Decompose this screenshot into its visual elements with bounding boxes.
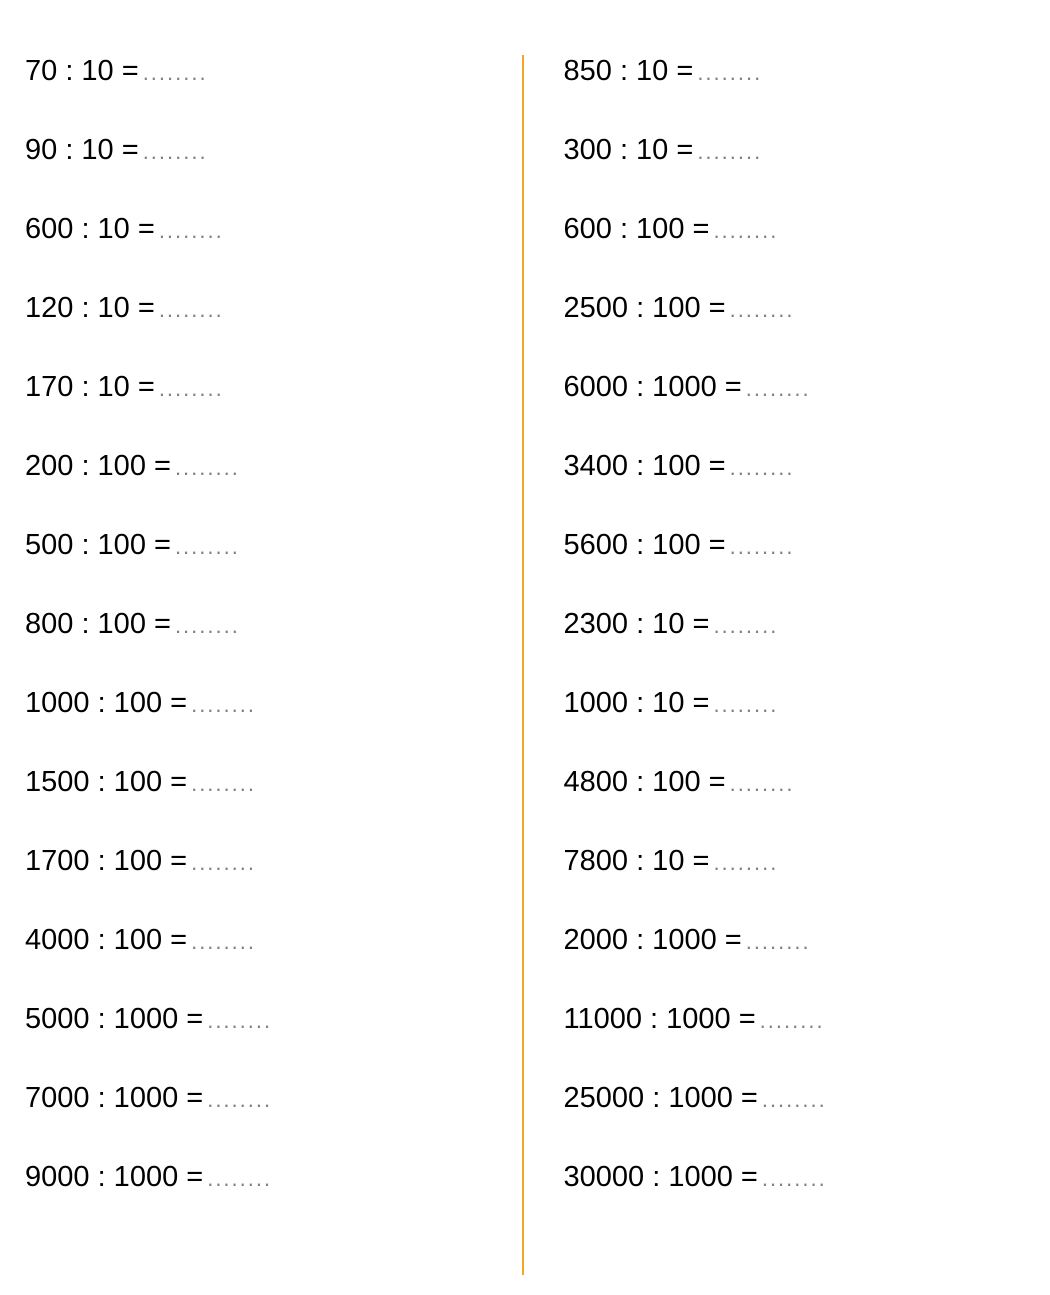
answer-blank: ........ bbox=[713, 218, 778, 244]
answer-blank: ........ bbox=[191, 929, 256, 955]
expression-text: 9000 : 1000 = bbox=[25, 1161, 203, 1194]
expression-text: 4800 : 100 = bbox=[564, 766, 726, 799]
problem-row: 500 : 100 = ........ bbox=[25, 529, 492, 562]
expression-text: 2300 : 10 = bbox=[564, 608, 710, 641]
problem-row: 30000 : 1000 = ........ bbox=[564, 1161, 1031, 1194]
answer-blank: ........ bbox=[746, 929, 811, 955]
expression-text: 6000 : 1000 = bbox=[564, 371, 742, 404]
expression-text: 70 : 10 = bbox=[25, 55, 139, 88]
problem-row: 600 : 10 = ........ bbox=[25, 213, 492, 246]
problem-row: 1000 : 100 = ........ bbox=[25, 687, 492, 720]
problem-row: 4800 : 100 = ........ bbox=[564, 766, 1031, 799]
answer-blank: ........ bbox=[159, 297, 224, 323]
expression-text: 2000 : 1000 = bbox=[564, 924, 742, 957]
problem-row: 2300 : 10 = ........ bbox=[564, 608, 1031, 641]
problem-row: 120 : 10 = ........ bbox=[25, 292, 492, 325]
expression-text: 1700 : 100 = bbox=[25, 845, 187, 878]
answer-blank: ........ bbox=[760, 1008, 825, 1034]
answer-blank: ........ bbox=[713, 692, 778, 718]
answer-blank: ........ bbox=[762, 1166, 827, 1192]
expression-text: 90 : 10 = bbox=[25, 134, 139, 167]
problem-row: 4000 : 100 = ........ bbox=[25, 924, 492, 957]
answer-blank: ........ bbox=[175, 455, 240, 481]
problem-row: 5000 : 1000 = ........ bbox=[25, 1003, 492, 1036]
answer-blank: ........ bbox=[713, 613, 778, 639]
answer-blank: ........ bbox=[713, 850, 778, 876]
answer-blank: ........ bbox=[730, 455, 795, 481]
problem-row: 7800 : 10 = ........ bbox=[564, 845, 1031, 878]
answer-blank: ........ bbox=[207, 1087, 272, 1113]
answer-blank: ........ bbox=[697, 60, 762, 86]
expression-text: 800 : 100 = bbox=[25, 608, 171, 641]
expression-text: 25000 : 1000 = bbox=[564, 1082, 758, 1115]
worksheet-container: 70 : 10 = ........ 90 : 10 = ........ 60… bbox=[0, 0, 1050, 1295]
expression-text: 5000 : 1000 = bbox=[25, 1003, 203, 1036]
answer-blank: ........ bbox=[207, 1166, 272, 1192]
expression-text: 200 : 100 = bbox=[25, 450, 171, 483]
problem-row: 11000 : 1000 = ........ bbox=[564, 1003, 1031, 1036]
expression-text: 3400 : 100 = bbox=[564, 450, 726, 483]
answer-blank: ........ bbox=[191, 692, 256, 718]
expression-text: 1000 : 100 = bbox=[25, 687, 187, 720]
answer-blank: ........ bbox=[697, 139, 762, 165]
problem-row: 70 : 10 = ........ bbox=[25, 55, 492, 88]
expression-text: 1000 : 10 = bbox=[564, 687, 710, 720]
answer-blank: ........ bbox=[730, 297, 795, 323]
problem-row: 2000 : 1000 = ........ bbox=[564, 924, 1031, 957]
answer-blank: ........ bbox=[143, 60, 208, 86]
expression-text: 11000 : 1000 = bbox=[564, 1003, 756, 1036]
expression-text: 2500 : 100 = bbox=[564, 292, 726, 325]
problem-row: 200 : 100 = ........ bbox=[25, 450, 492, 483]
expression-text: 850 : 10 = bbox=[564, 55, 694, 88]
problem-row: 2500 : 100 = ........ bbox=[564, 292, 1031, 325]
problem-row: 9000 : 1000 = ........ bbox=[25, 1161, 492, 1194]
expression-text: 7800 : 10 = bbox=[564, 845, 710, 878]
answer-blank: ........ bbox=[191, 771, 256, 797]
problem-row: 300 : 10 = ........ bbox=[564, 134, 1031, 167]
answer-blank: ........ bbox=[175, 613, 240, 639]
problem-row: 1700 : 100 = ........ bbox=[25, 845, 492, 878]
left-column: 70 : 10 = ........ 90 : 10 = ........ 60… bbox=[20, 55, 522, 1275]
problem-row: 90 : 10 = ........ bbox=[25, 134, 492, 167]
problem-row: 170 : 10 = ........ bbox=[25, 371, 492, 404]
answer-blank: ........ bbox=[159, 376, 224, 402]
answer-blank: ........ bbox=[175, 534, 240, 560]
problem-row: 850 : 10 = ........ bbox=[564, 55, 1031, 88]
expression-text: 170 : 10 = bbox=[25, 371, 155, 404]
right-column: 850 : 10 = ........ 300 : 10 = ........ … bbox=[524, 55, 1031, 1275]
answer-blank: ........ bbox=[730, 771, 795, 797]
problem-row: 1000 : 10 = ........ bbox=[564, 687, 1031, 720]
answer-blank: ........ bbox=[746, 376, 811, 402]
problem-row: 600 : 100 = ........ bbox=[564, 213, 1031, 246]
expression-text: 30000 : 1000 = bbox=[564, 1161, 758, 1194]
problem-row: 6000 : 1000 = ........ bbox=[564, 371, 1031, 404]
problem-row: 3400 : 100 = ........ bbox=[564, 450, 1031, 483]
expression-text: 500 : 100 = bbox=[25, 529, 171, 562]
expression-text: 120 : 10 = bbox=[25, 292, 155, 325]
problem-row: 1500 : 100 = ........ bbox=[25, 766, 492, 799]
expression-text: 1500 : 100 = bbox=[25, 766, 187, 799]
answer-blank: ........ bbox=[159, 218, 224, 244]
problem-row: 25000 : 1000 = ........ bbox=[564, 1082, 1031, 1115]
expression-text: 600 : 10 = bbox=[25, 213, 155, 246]
expression-text: 300 : 10 = bbox=[564, 134, 694, 167]
expression-text: 4000 : 100 = bbox=[25, 924, 187, 957]
answer-blank: ........ bbox=[730, 534, 795, 560]
problem-row: 7000 : 1000 = ........ bbox=[25, 1082, 492, 1115]
expression-text: 600 : 100 = bbox=[564, 213, 710, 246]
answer-blank: ........ bbox=[762, 1087, 827, 1113]
answer-blank: ........ bbox=[191, 850, 256, 876]
answer-blank: ........ bbox=[143, 139, 208, 165]
answer-blank: ........ bbox=[207, 1008, 272, 1034]
expression-text: 7000 : 1000 = bbox=[25, 1082, 203, 1115]
problem-row: 5600 : 100 = ........ bbox=[564, 529, 1031, 562]
problem-row: 800 : 100 = ........ bbox=[25, 608, 492, 641]
expression-text: 5600 : 100 = bbox=[564, 529, 726, 562]
